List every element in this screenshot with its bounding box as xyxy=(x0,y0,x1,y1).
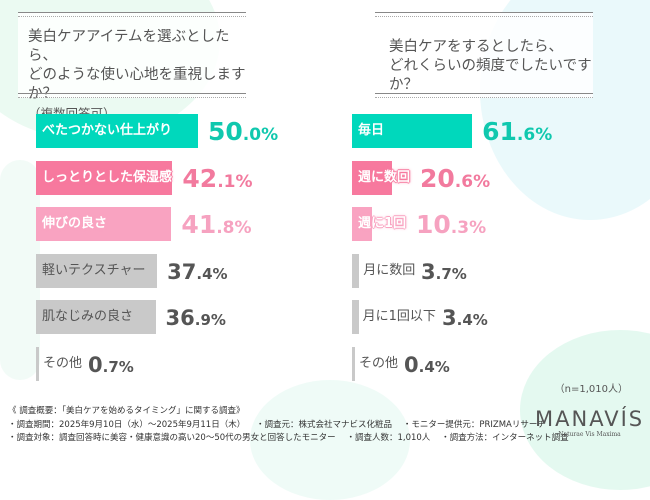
bar-row: 週に数回 20.6% xyxy=(352,160,622,195)
bar-row: べたつかない仕上がり 50.0% xyxy=(36,114,326,148)
bar-label: 週に1回 xyxy=(358,216,407,232)
bar-value: 10.3% xyxy=(416,210,487,240)
bar xyxy=(36,114,198,148)
question-1-header: 美白ケアアイテムを選ぶとしたら、 どのような使い心地を重視しますか？ （複数回答… xyxy=(18,12,246,121)
bar-row: 毎日 61.6% xyxy=(352,114,622,148)
bar-value: 41.8% xyxy=(181,210,252,240)
bar-row: 月に1回以下 3.4% xyxy=(352,300,622,335)
logo-name: MANAVÍS xyxy=(535,407,645,431)
bar-label: 月に1回以下 xyxy=(362,309,436,325)
bar-value: 0.7% xyxy=(88,353,134,377)
bar xyxy=(36,253,158,288)
survey-period: ・調査期間：2025年9月10日（水）～2025年9月11日（木） xyxy=(8,419,246,430)
bar-label: 伸びの良さ xyxy=(42,216,108,232)
bar-row: 軽いテクスチャー 37.4% xyxy=(36,253,326,288)
bar-label: 毎日 xyxy=(358,123,385,138)
bar-value: 3.4% xyxy=(442,306,488,331)
bar xyxy=(36,300,156,335)
bar-label: その他 xyxy=(359,356,399,371)
bar-row: 週に1回 10.3% xyxy=(352,207,622,242)
bar xyxy=(352,114,473,148)
bar-row: 肌なじみの良さ 36.9% xyxy=(36,300,326,335)
bar-label: 軽いテクスチャー xyxy=(42,262,146,278)
manavis-logo: MANAVÍS Naturae Vis Maxima xyxy=(535,407,644,438)
bar-label: 肌なじみの良さ xyxy=(42,309,134,325)
logo-tagline: Naturae Vis Maxima xyxy=(558,431,621,438)
bar-value: 37.4% xyxy=(167,259,228,284)
question-2-header: 美白ケアをするとしたら、 どれくらいの頻度でしたいですか？ xyxy=(375,12,593,98)
question-2-line2: どれくらいの頻度でしたいですか？ xyxy=(389,58,592,93)
bar xyxy=(352,253,360,288)
bar-value: 61.6% xyxy=(482,117,553,146)
bar-row: 伸びの良さ 41.8% xyxy=(36,207,326,242)
bar-row: しっとりとした保湿感 42.1% xyxy=(36,160,326,195)
bar-row: 月に数回 3.7% xyxy=(352,253,622,288)
bar-label: しっとりとした保湿感 xyxy=(42,169,173,185)
bar-value: 42.1% xyxy=(182,163,253,193)
question-1-line1: 美白ケアアイテムを選ぶとしたら、 xyxy=(28,29,230,64)
survey-monitor: ・モニター提供元：PRIZMAリサーチ xyxy=(402,419,546,430)
usage-feel-chart: べたつかない仕上がり 50.0% しっとりとした保湿感 42.1% 伸びの良さ 41.8%… xyxy=(36,114,326,384)
bar-label: 月に数回 xyxy=(363,262,416,278)
question-1-line2: どのような使い心地を重視しますか？ xyxy=(28,67,246,102)
sample-size: （n=1,010人） xyxy=(554,384,628,395)
bar-row: その他 0.7% xyxy=(36,347,326,381)
bar-value: 36.9% xyxy=(165,306,226,331)
bar-label: 週に数回 xyxy=(358,169,411,185)
survey-source: ・調査元：株式会社マナビス化粧品 xyxy=(256,419,393,430)
survey-count: ・調査人数：1,010人 xyxy=(346,433,431,443)
survey-overview: 《 調査概要：「美白ケアを始めるタイミング」に関する調査》 ・調査期間：2025… xyxy=(8,405,569,446)
bar-label: その他 xyxy=(43,356,83,371)
bar xyxy=(36,207,172,242)
bar-label: べたつかない仕上がり xyxy=(42,123,173,138)
survey-target: ・調査対象：調査回答時に美容・健康意識の高い20～50代の男女と回答したモニター xyxy=(8,433,336,443)
bar xyxy=(36,347,39,381)
bar-value: 0.4% xyxy=(404,353,450,377)
question-2-line1: 美白ケアをするとしたら、 xyxy=(389,39,563,55)
bar xyxy=(352,160,393,195)
frequency-chart: 毎日 61.6% 週に数回 20.6% 週に1回 10.3% 月に数回 3.7% 月に1回以下 3… xyxy=(352,114,622,384)
bar xyxy=(352,347,355,381)
bar xyxy=(352,300,359,335)
survey-method: ・調査方法：インターネット調査 xyxy=(441,433,569,443)
bar xyxy=(352,207,373,242)
survey-title: 《 調査概要：「美白ケアを始めるタイミング」に関する調査》 xyxy=(8,406,245,416)
bar-row: その他 0.4% xyxy=(352,347,622,381)
bar-value: 3.7% xyxy=(421,259,467,284)
bar-value: 50.0% xyxy=(208,117,279,146)
bar-value: 20.6% xyxy=(420,163,491,193)
bar xyxy=(36,160,173,195)
